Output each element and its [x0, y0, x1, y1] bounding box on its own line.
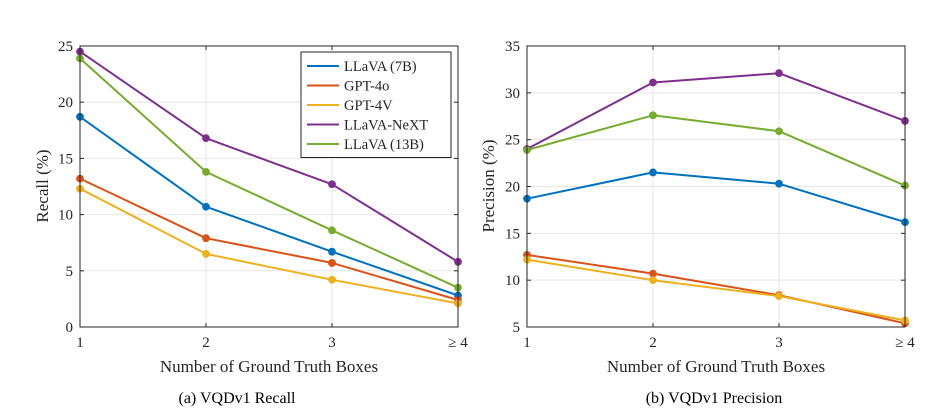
series-line — [79, 177, 459, 301]
y-tick-label: 25 — [505, 133, 520, 149]
axes-frame — [526, 45, 906, 328]
x-tick-label: 3 — [775, 335, 783, 351]
data-point — [775, 127, 783, 136]
data-point — [202, 234, 210, 243]
data-point — [328, 247, 336, 256]
legend: LLaVA (7B) GPT-4o GPT-4V LLaVA-NeXT LLaVA (1… — [300, 51, 452, 158]
x-tick-label: 3 — [328, 335, 336, 351]
series-lines — [79, 50, 459, 305]
y-tick-label: 15 — [58, 151, 73, 167]
y-axis-label: Recall (%) — [33, 149, 52, 222]
axes-frame — [79, 45, 459, 328]
x-tick-label: 2 — [649, 335, 657, 351]
chart-caption: (a) VQDv1 Recall — [179, 390, 297, 407]
x-tick-label: 1 — [523, 335, 531, 351]
x-tick-label: ≥ 4 — [448, 335, 468, 351]
data-point — [328, 275, 336, 284]
chart-caption: (b) VQDv1 Precision — [646, 390, 783, 407]
y-tick-label: 10 — [58, 208, 73, 224]
series-line — [526, 258, 906, 322]
data-point — [775, 69, 783, 78]
x-tick-labels: 1 2 3 ≥ 4 — [76, 335, 468, 351]
x-tick-labels: 1 2 3 ≥ 4 — [523, 335, 915, 351]
y-tick-labels: 0 5 10 15 20 25 — [58, 39, 73, 336]
x-axis-label: Number of Ground Truth Boxes — [160, 357, 378, 376]
y-axis-label: Precision (%) — [479, 139, 498, 232]
data-point — [202, 134, 210, 143]
series-lines — [526, 72, 906, 325]
y-tick-label: 20 — [58, 95, 73, 111]
data-point — [328, 259, 336, 267]
x-tick-label: 1 — [76, 335, 84, 351]
y-tick-label: 35 — [505, 39, 520, 55]
data-point — [202, 202, 210, 211]
series-line — [526, 72, 906, 150]
y-tick-label: 5 — [513, 320, 521, 336]
data-point — [775, 179, 783, 188]
data-point — [202, 250, 210, 258]
data-point — [649, 78, 657, 87]
data-point — [202, 167, 210, 176]
y-tick-label: 20 — [505, 180, 520, 196]
series-line — [79, 115, 459, 297]
y-tick-label: 10 — [505, 273, 520, 289]
data-point — [775, 292, 783, 300]
y-tick-label: 25 — [58, 39, 73, 55]
legend-label: LLaVA-NeXT — [344, 118, 428, 134]
x-tick-label: 2 — [202, 335, 210, 351]
precision-chart: 5 10 15 20 25 30 35 1 2 3 ≥ 4 Precision (%) Numbe… — [479, 39, 915, 407]
series-line — [526, 114, 906, 187]
legend-label: LLaVA (13B) — [344, 137, 424, 153]
series-line — [526, 171, 906, 224]
data-point — [328, 226, 336, 235]
data-point — [328, 180, 336, 189]
y-tick-label: 5 — [66, 264, 74, 280]
series-line — [79, 187, 459, 305]
axes-box — [526, 45, 906, 328]
x-tick-label: ≥ 4 — [895, 335, 915, 351]
y-tick-label: 0 — [66, 320, 74, 336]
recall-chart: 0 5 10 15 20 25 1 2 3 ≥ 4 Recall (%) Number of G… — [33, 39, 468, 407]
y-tick-label: 30 — [505, 86, 520, 102]
series-line — [79, 50, 459, 263]
data-point — [649, 269, 657, 278]
data-point — [649, 168, 657, 177]
x-axis-label: Number of Ground Truth Boxes — [607, 357, 825, 376]
series-line — [79, 57, 459, 289]
data-point — [649, 276, 657, 285]
y-tick-labels: 5 10 15 20 25 30 35 — [505, 39, 520, 336]
legend-label: LLaVA (7B) — [344, 59, 417, 75]
data-point — [649, 111, 657, 120]
y-tick-label: 15 — [505, 226, 520, 242]
legend-label: GPT-4V — [344, 98, 393, 114]
legend-label: GPT-4o — [344, 79, 389, 95]
axes-box — [79, 45, 459, 328]
